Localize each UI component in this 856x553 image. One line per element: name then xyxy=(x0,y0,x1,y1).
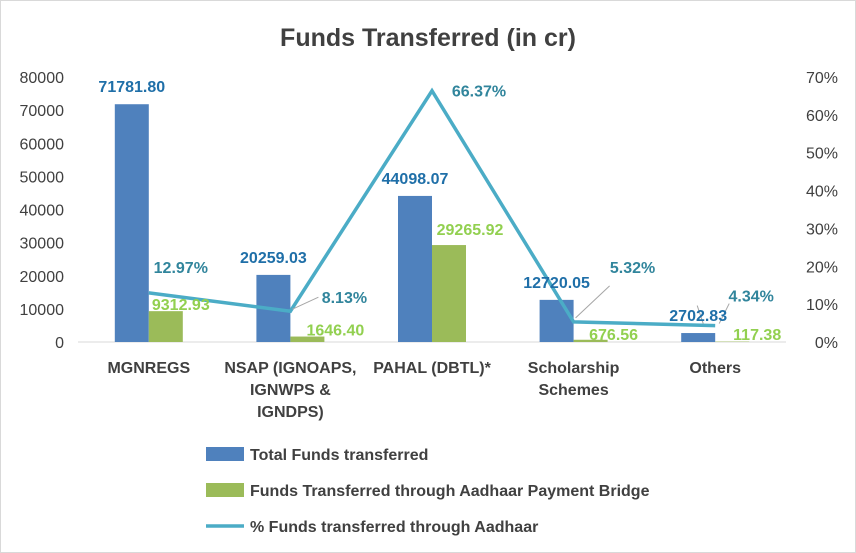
leader-line xyxy=(575,285,610,319)
category-label: Others xyxy=(689,360,741,377)
y-right-tick-label: 20% xyxy=(806,259,838,276)
legend-swatch xyxy=(206,483,244,497)
bars xyxy=(114,104,750,343)
bar-total-funds xyxy=(398,195,432,342)
data-label-percent: 4.34% xyxy=(729,289,774,306)
data-labels: 71781.80 20259.03 44098.07 12720.05 2702.83 9… xyxy=(98,79,781,344)
legend-label: % Funds transferred through Aadhaar xyxy=(250,519,538,536)
legend-label: Funds Transferred through Aadhaar Paymen… xyxy=(250,483,650,500)
data-label-total: 12720.05 xyxy=(523,275,590,292)
y-right-tick-label: 0% xyxy=(815,335,838,352)
axes: 0 10000 20000 30000 40000 50000 60000 70000 8000… xyxy=(20,70,839,421)
y-left-tick-label: 30000 xyxy=(20,236,65,253)
y-right-tick-label: 50% xyxy=(806,146,838,163)
y-right-tick-label: 10% xyxy=(806,297,838,314)
bar-aadhaar-payment-bridge xyxy=(573,339,608,342)
leader-line xyxy=(696,305,704,324)
y-left-tick-label: 0 xyxy=(55,335,64,352)
legend-swatch xyxy=(206,447,244,461)
legend: Total Funds transferred Funds Transferred… xyxy=(206,447,650,536)
y-left-tick-label: 40000 xyxy=(20,203,65,220)
y-right-tick-label: 70% xyxy=(806,70,838,87)
line-percent-aadhaar xyxy=(148,87,716,328)
chart-title: Funds Transferred (in cr) xyxy=(280,24,576,52)
data-label-aadhaar-payment-bridge: 29265.92 xyxy=(437,222,504,239)
data-label-percent: 66.37% xyxy=(452,84,506,101)
data-label-aadhaar-payment-bridge: 676.56 xyxy=(589,327,638,344)
category-label: Schemes xyxy=(538,382,608,399)
category-label: IGNDPS) xyxy=(257,404,324,421)
y-right-tick-label: 60% xyxy=(806,108,838,125)
y-left-tick-label: 20000 xyxy=(20,269,65,286)
bar-total-funds xyxy=(539,299,574,342)
line-layer xyxy=(148,87,730,328)
data-label-total: 44098.07 xyxy=(382,171,449,188)
y-left-tick-label: 80000 xyxy=(20,70,65,87)
data-label-total: 71781.80 xyxy=(98,79,165,96)
category-label: IGNWPS & xyxy=(250,382,331,399)
category-label: Scholarship xyxy=(528,360,620,377)
y-right-tick-label: 30% xyxy=(806,221,838,238)
category-label: MGNREGS xyxy=(107,360,190,377)
data-label-percent: 12.97% xyxy=(154,260,208,277)
y-left-tick-label: 10000 xyxy=(20,302,65,319)
leader-line xyxy=(292,296,319,310)
data-label-aadhaar-payment-bridge: 9312.93 xyxy=(152,297,210,314)
y-left-tick-label: 50000 xyxy=(20,169,65,186)
bar-aadhaar-payment-bridge xyxy=(290,336,325,342)
y-right-tick-label: 40% xyxy=(806,184,838,201)
y-left-tick-label: 70000 xyxy=(20,103,65,120)
bar-aadhaar-payment-bridge xyxy=(432,245,466,342)
data-label-aadhaar-payment-bridge: 1646.40 xyxy=(306,323,364,340)
y-left-tick-label: 60000 xyxy=(20,136,65,153)
data-label-total: 20259.03 xyxy=(240,250,307,267)
category-label: NSAP (IGNOAPS, xyxy=(224,360,356,377)
data-label-percent: 8.13% xyxy=(322,290,367,307)
data-label-aadhaar-payment-bridge: 117.38 xyxy=(733,327,781,344)
leader-line xyxy=(718,303,730,324)
bar-total-funds xyxy=(114,104,149,343)
data-label-total: 2702.83 xyxy=(669,308,727,325)
category-label: PAHAL (DBTL)* xyxy=(373,360,491,377)
bar-aadhaar-payment-bridge xyxy=(148,311,183,342)
data-label-percent: 5.32% xyxy=(610,260,655,277)
bar-total-funds xyxy=(681,333,716,342)
legend-label: Total Funds transferred xyxy=(250,447,428,464)
